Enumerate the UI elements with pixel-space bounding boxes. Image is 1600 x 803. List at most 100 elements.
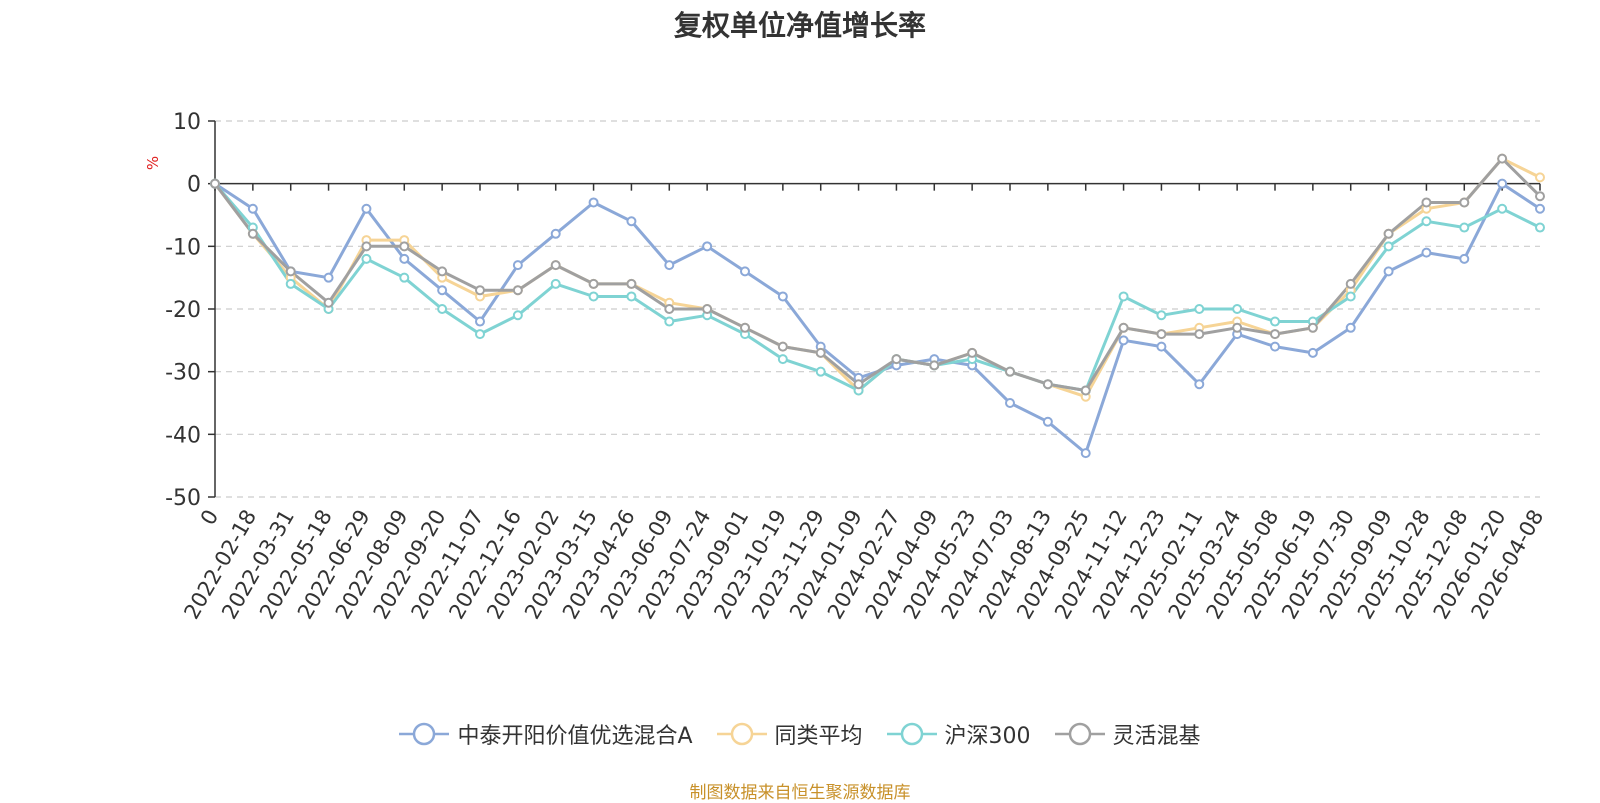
chart-title: 复权单位净值增长率 xyxy=(673,9,926,42)
data-point xyxy=(1535,191,1545,202)
source-note: 制图数据来自恒生聚源数据库 xyxy=(689,783,911,803)
data-point xyxy=(437,285,448,296)
data-point xyxy=(702,241,713,252)
data-point xyxy=(1080,385,1091,396)
data-point xyxy=(1345,322,1356,333)
data-point xyxy=(1497,203,1508,214)
legend-circle xyxy=(900,722,923,746)
data-point xyxy=(740,266,750,277)
data-point xyxy=(399,272,410,283)
y-axis-unit: % xyxy=(144,156,162,170)
data-point xyxy=(1232,304,1243,314)
y-tick-label: -50 xyxy=(165,486,201,511)
data-point xyxy=(702,304,713,314)
data-point xyxy=(1232,322,1243,333)
data-point xyxy=(1459,197,1470,208)
data-point xyxy=(1459,222,1470,233)
data-point xyxy=(777,341,788,352)
data-point xyxy=(967,347,978,358)
data-point xyxy=(1005,366,1015,377)
series-line-1 xyxy=(213,157,1541,399)
legend-line-circle-icon xyxy=(399,722,450,746)
data-point xyxy=(399,253,410,264)
data-point xyxy=(1118,335,1129,346)
data-point xyxy=(1421,197,1432,208)
legend: 中泰开阳价值优选混合A 同类平均 沪深300 灵活混基 xyxy=(0,718,1600,750)
gridlines xyxy=(215,120,1540,498)
legend-item[interactable]: 沪深300 xyxy=(886,718,1031,750)
data-point xyxy=(1118,322,1129,333)
data-point xyxy=(1194,379,1205,390)
x-tick-label: 0 xyxy=(196,506,223,530)
data-point xyxy=(626,291,637,302)
data-point xyxy=(1270,329,1280,340)
data-point xyxy=(777,354,788,365)
data-point xyxy=(512,285,523,296)
data-point xyxy=(475,329,485,340)
data-point xyxy=(777,291,788,302)
y-tick-label: -10 xyxy=(165,235,201,260)
data-point xyxy=(626,278,637,289)
line-chart: 100-10-20-30-40-5002022-02-182022-03-312… xyxy=(144,110,1548,623)
series-line-2 xyxy=(213,182,1541,392)
data-point xyxy=(1156,341,1167,352)
data-point xyxy=(1270,316,1280,327)
data-point xyxy=(323,297,334,308)
data-point xyxy=(247,203,258,214)
data-point xyxy=(1307,322,1318,333)
data-point xyxy=(626,216,637,227)
data-point xyxy=(1535,203,1545,214)
data-point xyxy=(588,291,599,302)
data-point xyxy=(664,304,675,314)
data-point xyxy=(664,260,675,271)
legend-label: 中泰开阳价值优选混合A xyxy=(457,724,693,749)
data-point xyxy=(1194,304,1205,314)
legend-line-circle-icon xyxy=(1054,722,1105,746)
data-point xyxy=(550,278,561,289)
legend-label: 灵活混基 xyxy=(1112,724,1201,749)
data-point xyxy=(929,360,940,371)
data-point xyxy=(437,266,448,277)
data-point xyxy=(815,366,826,377)
data-point xyxy=(285,266,296,277)
data-point xyxy=(1535,172,1545,183)
data-point xyxy=(1459,253,1470,264)
y-tick-label: -40 xyxy=(165,423,201,448)
data-point xyxy=(588,278,599,289)
data-point xyxy=(361,253,372,264)
data-point xyxy=(247,228,258,239)
data-point xyxy=(1080,448,1091,459)
data-point xyxy=(1535,222,1545,233)
data-point xyxy=(1156,310,1167,321)
data-point xyxy=(1497,178,1508,189)
data-point xyxy=(1383,266,1394,277)
legend-circle xyxy=(1068,722,1091,746)
legend-item[interactable]: 灵活混基 xyxy=(1054,718,1201,750)
data-point xyxy=(1307,347,1318,358)
data-point xyxy=(1345,291,1356,302)
data-point xyxy=(1118,291,1129,302)
legend-circle xyxy=(730,722,753,746)
data-point xyxy=(512,260,523,271)
series-line-3 xyxy=(213,157,1542,392)
legend-item[interactable]: 同类平均 xyxy=(716,718,863,750)
y-tick-label: -30 xyxy=(165,361,201,386)
legend-item[interactable]: 中泰开阳价值优选混合A xyxy=(399,718,693,750)
data-point xyxy=(1042,416,1053,427)
data-point xyxy=(475,285,485,296)
data-point xyxy=(1497,153,1508,164)
data-point xyxy=(740,322,750,333)
data-point xyxy=(512,310,523,321)
data-point xyxy=(815,347,826,358)
data-point xyxy=(1421,216,1432,227)
legend-line-circle-icon xyxy=(716,722,767,746)
data-point xyxy=(588,197,599,208)
data-point xyxy=(361,203,372,214)
data-point xyxy=(550,228,561,239)
legend-label: 沪深300 xyxy=(944,724,1031,749)
series-line-0 xyxy=(214,182,1541,455)
data-point xyxy=(1421,247,1432,258)
data-point xyxy=(1345,278,1356,289)
data-point xyxy=(475,316,485,327)
legend-label: 同类平均 xyxy=(774,724,863,749)
